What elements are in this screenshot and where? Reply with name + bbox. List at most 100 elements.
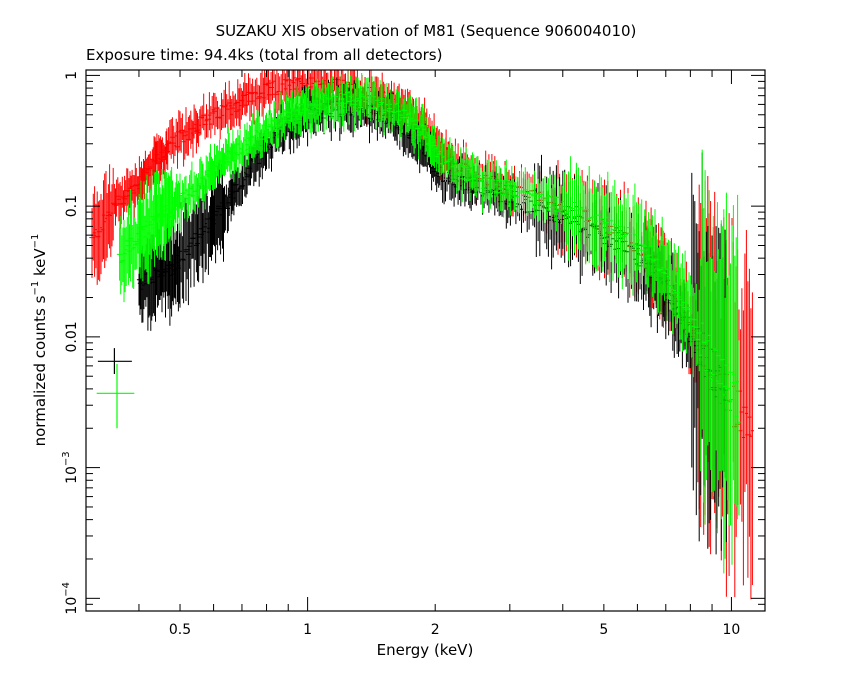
data-point — [522, 171, 525, 211]
x-tick-label: 1 — [303, 622, 312, 638]
data-point — [638, 203, 642, 273]
series-2 — [116, 70, 741, 574]
data-point — [633, 183, 637, 271]
y-tick-label: 10−3 — [61, 451, 80, 484]
data-point — [642, 209, 648, 269]
data-point — [385, 82, 389, 119]
data-point — [405, 97, 411, 133]
data-point — [609, 192, 613, 263]
data-point — [647, 218, 653, 277]
data-point — [509, 180, 512, 216]
data-point — [293, 70, 297, 98]
data-point — [234, 171, 240, 207]
y-tick-label: 0.01 — [64, 321, 80, 352]
x-tick-label: 5 — [599, 622, 608, 638]
data-point — [242, 73, 248, 115]
data-point — [172, 187, 178, 233]
data-point — [591, 193, 595, 265]
x-tick-label: 10 — [723, 622, 741, 638]
data-point — [183, 201, 189, 301]
data-point — [523, 167, 527, 203]
data-point — [672, 243, 676, 317]
reference-marker-0 — [97, 348, 132, 374]
data-point — [482, 165, 486, 202]
reference-marker-1 — [96, 364, 135, 429]
plot-area: 0.5 1 2 5 10 1 0.1 0.01 10−3 10−4 — [61, 69, 766, 638]
y-axis-label: normalized counts s−1 keV−1 — [30, 234, 49, 447]
y-tick-label: 1 — [64, 71, 80, 80]
data-point — [200, 163, 206, 203]
data-point — [312, 82, 318, 123]
data-point — [536, 178, 540, 222]
series-layer — [89, 70, 754, 600]
data-point — [270, 117, 275, 146]
data-point — [514, 176, 518, 210]
data-point — [572, 179, 577, 253]
data-point — [237, 172, 243, 206]
data-point — [622, 193, 627, 269]
data-point — [582, 185, 586, 245]
data-point — [654, 239, 660, 315]
data-point — [344, 81, 349, 114]
data-point — [571, 179, 574, 237]
y-axis-label-mid: keV — [31, 248, 49, 281]
data-point — [620, 204, 624, 290]
data-point — [224, 194, 227, 231]
data-point — [334, 84, 337, 122]
data-point — [541, 178, 545, 213]
y-axis-label-main: normalized counts s — [31, 295, 49, 446]
data-point — [297, 96, 303, 137]
data-point — [234, 99, 240, 126]
data-point — [722, 297, 728, 559]
data-point — [124, 217, 130, 274]
data-point — [576, 167, 581, 250]
data-point — [580, 182, 584, 229]
data-point — [251, 113, 255, 159]
data-point — [414, 109, 420, 145]
data-point — [328, 85, 332, 121]
data-point — [478, 164, 481, 192]
data-point — [403, 101, 409, 136]
data-point — [671, 270, 675, 335]
data-point — [122, 175, 127, 212]
data-point — [725, 285, 731, 501]
data-point — [574, 162, 579, 236]
data-point — [212, 93, 218, 135]
data-point — [645, 212, 652, 288]
x-axis: 0.5 1 2 5 10 — [85, 70, 741, 638]
data-point — [630, 218, 633, 285]
data-point — [613, 179, 617, 256]
data-point — [283, 91, 289, 127]
data-point — [333, 70, 336, 90]
data-point — [565, 192, 569, 245]
data-point — [515, 177, 520, 212]
data-point — [569, 156, 573, 230]
data-point — [563, 172, 567, 232]
data-point — [279, 99, 285, 137]
x-tick-label: 0.5 — [169, 622, 191, 638]
data-point — [737, 340, 741, 516]
data-point — [615, 195, 619, 264]
data-point — [548, 174, 552, 216]
data-point — [479, 167, 483, 195]
chart-title: SUZAKU XIS observation of M81 (Sequence … — [216, 22, 637, 40]
data-point — [119, 176, 125, 208]
data-point — [678, 263, 684, 340]
data-point — [631, 194, 635, 296]
data-point — [611, 185, 615, 281]
data-point — [460, 147, 467, 176]
data-point — [626, 193, 630, 279]
plot-frame — [85, 69, 766, 612]
data-point — [527, 177, 531, 213]
data-point — [360, 86, 366, 113]
data-point — [165, 140, 170, 171]
y-tick-label: 10−4 — [61, 582, 80, 615]
y-axis-label-sup-1: −1 — [30, 281, 41, 296]
data-point — [584, 194, 588, 265]
data-point — [658, 236, 664, 314]
y-axis: 1 0.1 0.01 10−3 10−4 — [61, 71, 765, 615]
data-point — [268, 113, 275, 145]
data-point — [423, 117, 429, 152]
chart-subtitle: Exposure time: 94.4ks (total from all de… — [86, 46, 442, 64]
